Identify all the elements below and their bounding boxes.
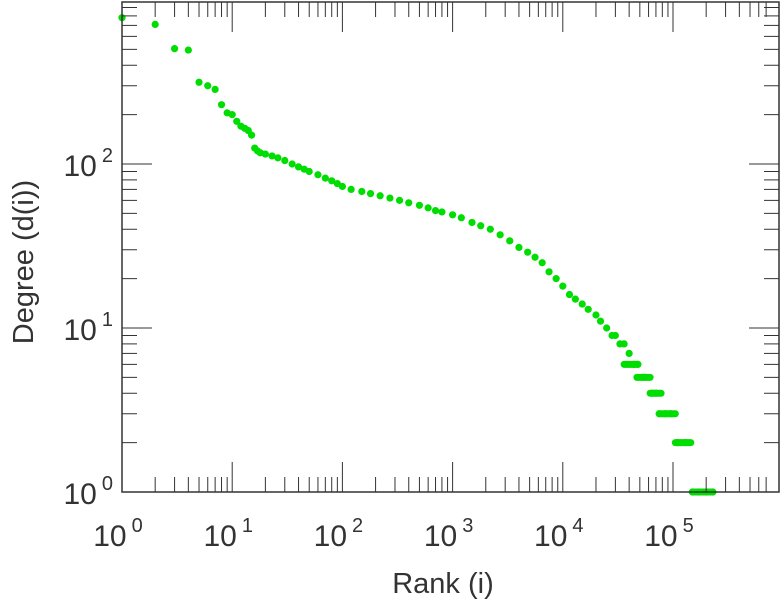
data-point [449,211,457,219]
data-point [184,46,192,54]
data-point [565,290,574,299]
data-point [578,300,586,308]
data-point [592,311,600,319]
data-point [170,45,179,53]
data-point [321,174,329,182]
data-point [366,189,375,198]
data-point [559,282,567,290]
data-point [681,439,690,447]
x-tick-label: 10 1 [203,515,253,553]
data-point [328,177,336,185]
data-point [415,201,424,209]
data-point [468,218,476,227]
axes-layer: 10 0 10 1 10 2 10 3 10 4 10 5 10 0 10 1 10 2 [64,1,780,553]
data-point [652,389,660,397]
data-point [438,208,446,216]
data-point [305,167,313,176]
data-point [571,295,579,303]
plot-frame [121,1,780,493]
data-point [281,156,289,165]
data-point [405,199,413,207]
data-point [294,163,303,171]
data-point [506,237,514,245]
data-point [314,171,322,179]
data-point [151,20,159,28]
x-tick-label: 10 5 [644,515,694,553]
data-point [477,222,485,230]
data-point [358,187,366,196]
data-point [211,85,219,94]
data-point [625,349,633,358]
data-point [457,214,465,222]
x-tick-label: 10 0 [93,515,143,553]
data-point [288,160,296,168]
data-point [531,253,539,261]
data-point [268,152,276,160]
data-point [376,192,384,200]
data-point [596,317,605,325]
data-point [611,331,619,340]
x-tick-label: 10 3 [424,515,474,553]
y-tick-label: 10 1 [64,309,114,347]
data-point [424,204,432,212]
data-point [666,410,675,418]
data-point [338,182,346,191]
data-point [248,131,256,139]
data-point [655,410,663,418]
data-point [640,373,648,381]
data-point [634,360,642,368]
data-point [661,410,669,418]
data-point [347,185,355,194]
data-point [486,225,494,233]
y-axis-label: Degree (d(i)) [8,180,40,344]
data-point [552,275,560,283]
data-point [274,154,282,162]
data-point [217,101,226,109]
data-point [620,340,628,348]
data-point [496,231,504,239]
data-point [386,194,394,202]
y-tick-label: 10 2 [64,145,114,183]
y-tick-label: 10 0 [64,473,114,511]
data-point [261,150,269,158]
data-point [524,248,532,256]
points-layer [118,14,717,496]
x-tick-label: 10 2 [314,515,364,553]
x-axis-label: Rank (i) [392,568,494,600]
data-point [195,78,203,86]
data-point [515,243,523,252]
data-point [395,196,404,204]
data-point [204,82,212,90]
x-tick-label: 10 4 [534,515,584,553]
data-point [603,324,611,332]
data-point [228,111,236,119]
data-point [584,305,592,313]
data-point [233,117,241,125]
data-point [545,268,553,276]
data-point [673,439,682,447]
data-point [538,259,546,267]
data-point [431,206,440,215]
